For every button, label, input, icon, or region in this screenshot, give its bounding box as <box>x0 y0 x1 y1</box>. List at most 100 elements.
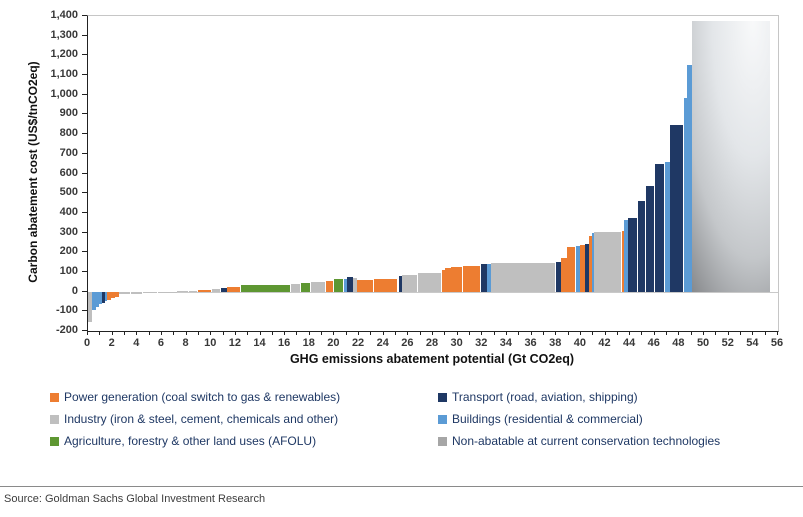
x-tick <box>160 331 162 335</box>
legend-item: Transport (road, aviation, shipping) <box>438 386 798 408</box>
bar-segment-transport <box>584 243 590 292</box>
bar-segment-power <box>579 244 585 292</box>
y-tick <box>82 74 87 76</box>
x-tick <box>641 331 643 335</box>
bar-segment-buildings <box>104 291 108 302</box>
y-tick <box>82 133 87 135</box>
x-tick-label: 40 <box>573 337 586 349</box>
y-tick <box>82 34 87 36</box>
y-tick-label: 200 <box>59 245 78 258</box>
y-tick-label: 500 <box>59 186 78 199</box>
y-tick <box>82 290 87 292</box>
bar-segment-industry <box>291 284 302 292</box>
bar-segment-transport <box>398 275 403 292</box>
y-tick <box>82 330 87 331</box>
x-tick <box>234 331 236 335</box>
x-tick-label: 24 <box>376 337 389 349</box>
legend-item: Agriculture, forestry & other land uses … <box>50 430 430 452</box>
bar-segment-industry <box>490 262 557 292</box>
x-tick <box>210 331 212 335</box>
x-tick <box>148 331 150 335</box>
y-tick-label: 1,300 <box>50 28 78 41</box>
x-tick <box>247 331 249 335</box>
y-tick-label: 1,400 <box>50 9 78 21</box>
legend-label: Non-abatable at current conservation tec… <box>452 434 721 448</box>
x-tick-label: 18 <box>302 337 315 349</box>
x-tick-label: 28 <box>425 337 439 349</box>
x-tick <box>296 331 298 335</box>
bar-segment-agriculture <box>301 283 311 292</box>
bar-segment-industry <box>418 272 442 292</box>
x-tick-label: 22 <box>351 337 365 349</box>
bar-segment-transport <box>627 217 638 292</box>
y-tick-label: 1,100 <box>50 68 78 81</box>
x-tick <box>432 331 433 335</box>
x-tick-label: 50 <box>696 337 710 349</box>
y-tick-label: 600 <box>59 166 78 179</box>
legend-swatch-power-icon <box>50 392 59 402</box>
x-tick-label: 26 <box>401 337 414 349</box>
x-tick <box>197 331 199 335</box>
bar-segment-power <box>115 291 119 297</box>
bar-segment-power <box>561 258 568 292</box>
bar-segment-industry <box>118 291 132 295</box>
x-tick <box>505 331 507 335</box>
x-tick <box>678 331 680 335</box>
bar-segment-industry <box>158 291 171 293</box>
legend-item: Buildings (residential & commercial) <box>438 408 798 430</box>
x-tick-label: 42 <box>598 337 611 349</box>
x-tick <box>752 331 754 335</box>
legend-label: Agriculture, forestry & other land uses … <box>64 434 317 448</box>
legend-swatch-transport-icon <box>438 392 447 402</box>
x-tick <box>764 331 766 335</box>
x-tick-label: 32 <box>475 337 488 349</box>
zero-line <box>88 291 778 293</box>
x-tick-label: 46 <box>647 337 660 349</box>
x-tick <box>567 331 569 335</box>
legend-swatch-industry-icon <box>50 414 59 424</box>
y-tick-label: 100 <box>59 264 78 277</box>
bar-segment-buildings <box>686 65 692 292</box>
x-tick <box>395 331 397 335</box>
bar-segment-industry <box>143 291 159 293</box>
x-tick <box>604 331 606 335</box>
bar-segment-power <box>621 231 624 292</box>
legend-swatch-buildings-icon <box>438 414 447 424</box>
x-tick-label: 38 <box>549 337 562 349</box>
x-tick <box>530 331 532 335</box>
bar-segment-industry <box>212 288 222 292</box>
x-tick <box>370 331 372 335</box>
bar-segment-industry <box>352 277 357 292</box>
x-tick <box>407 331 409 335</box>
bar-segment-buildings <box>684 97 687 292</box>
x-tick <box>777 331 778 335</box>
bar-segment-transport <box>637 201 647 292</box>
x-tick-label: 20 <box>327 337 340 349</box>
legend-label: Industry (iron & steel, cement, chemical… <box>64 412 339 426</box>
bar-segment-industry <box>88 291 92 323</box>
bar-segment-power <box>325 280 335 292</box>
x-tick <box>690 331 692 335</box>
x-tick <box>308 331 310 335</box>
x-tick-label: 8 <box>182 337 189 349</box>
y-tick <box>82 251 87 253</box>
x-tick-label: 44 <box>623 337 636 349</box>
bar-segment-power <box>356 279 374 292</box>
bar-segment-power <box>107 291 111 301</box>
x-tick <box>259 331 261 335</box>
bar-segment-transport <box>556 261 562 292</box>
y-tick-label: 400 <box>59 205 78 218</box>
x-tick <box>518 331 520 335</box>
y-tick <box>82 310 87 312</box>
bar-segment-transport <box>221 287 228 292</box>
y-tick-label: 1,000 <box>50 87 78 100</box>
bar-segment-buildings <box>99 291 103 305</box>
y-tick-label: 1,200 <box>50 48 78 61</box>
legend-label: Buildings (residential & commercial) <box>452 412 643 426</box>
x-tick <box>481 331 483 335</box>
bar-segment-industry <box>402 274 419 292</box>
source-note: Source: Goldman Sachs Global Investment … <box>4 493 266 505</box>
y-tick <box>82 54 87 56</box>
x-tick-label: 36 <box>524 337 537 349</box>
x-tick <box>284 331 286 335</box>
